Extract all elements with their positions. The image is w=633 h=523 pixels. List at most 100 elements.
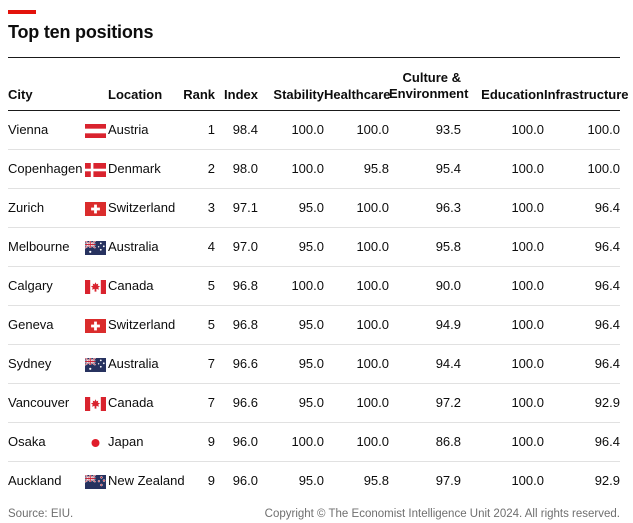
culture-environment-cell: 96.3: [389, 188, 461, 228]
city-cell: Vienna: [8, 110, 85, 150]
rank-cell: 9: [183, 422, 215, 462]
culture-environment-cell: 90.0: [389, 266, 461, 306]
healthcare-cell: 100.0: [324, 110, 389, 150]
rank-cell: 9: [207, 473, 215, 488]
index-cell: 98.0: [215, 149, 258, 189]
rank-cell: 7: [183, 344, 215, 384]
australia-flag-icon: [85, 358, 106, 372]
city-cell: Osaka: [8, 422, 85, 462]
location-cell: Canada: [108, 383, 183, 423]
switzerland-flag-icon: [85, 318, 106, 333]
city-cell: Zurich: [8, 188, 85, 228]
rank-cell: 1: [183, 110, 215, 150]
education-cell: 100.0: [461, 110, 544, 150]
culture-environment-cell: 93.5: [389, 110, 461, 150]
infrastructure-cell: 96.4: [544, 266, 620, 306]
page-title: Top ten positions: [8, 22, 154, 42]
culture-header-line1: Culture &: [402, 70, 462, 85]
infrastructure-cell: 92.9: [594, 473, 620, 488]
rank-cell: 5: [183, 266, 215, 306]
table-row: Melbourne Australia 4 97.0 95.0 100.0 95…: [8, 227, 620, 267]
table-row: Vancouver Canada 7 96.6 95.0 100.0 97.2 …: [8, 383, 620, 423]
healthcare-cell: 100.0: [324, 344, 389, 384]
education-cell: 100.0: [461, 383, 544, 423]
education-cell: 100.0: [511, 473, 544, 488]
japan-flag-icon: [85, 435, 106, 450]
infrastructure-cell: 96.4: [544, 227, 620, 267]
infrastructure-cell: 96.4: [544, 188, 620, 228]
liveability-table: City Location Rank Index Stability Healt…: [8, 58, 629, 500]
city-cell: Sydney: [8, 344, 85, 384]
location-cell: Japan: [108, 422, 183, 462]
denmark-flag-icon: [85, 162, 106, 177]
economist-red-kicker-bar: [8, 10, 36, 14]
city-cell: Melbourne: [8, 227, 85, 267]
column-header-education: Education: [461, 58, 544, 111]
education-cell: 100.0: [461, 266, 544, 306]
culture-environment-cell: 97.2: [389, 383, 461, 423]
stability-cell: 95.0: [258, 188, 324, 228]
culture-environment-cell: 94.9: [389, 305, 461, 345]
infrastructure-cell: 96.4: [544, 305, 620, 345]
index-cell: 97.0: [215, 227, 258, 267]
rank-cell: 5: [183, 305, 215, 345]
stability-cell: 95.0: [258, 227, 324, 267]
infrastructure-cell: 96.4: [544, 344, 620, 384]
education-cell: 100.0: [461, 344, 544, 384]
index-cell: 97.1: [215, 188, 258, 228]
table-row: Copenhagen Denmark 2 98.0 100.0 95.8 95.…: [8, 149, 620, 189]
australia-flag-icon: [85, 241, 106, 255]
new-zealand-flag-icon: [85, 475, 106, 489]
location-cell: Denmark: [108, 149, 183, 189]
healthcare-cell: 100.0: [324, 227, 389, 267]
location-cell: Austria: [108, 110, 183, 150]
healthcare-cell: 100.0: [324, 305, 389, 345]
healthcare-cell: 100.0: [324, 383, 389, 423]
chart-footer: Source: EIU. Copyright © The Economist I…: [8, 507, 620, 521]
healthcare-cell: 95.8: [324, 149, 389, 189]
city-cell: Geneva: [8, 305, 85, 345]
index-cell: 96.8: [215, 266, 258, 306]
education-cell: 100.0: [461, 305, 544, 345]
table-row: Calgary Canada 5 96.8 100.0 100.0 90.0 1…: [8, 266, 620, 306]
index-cell: 96.8: [215, 305, 258, 345]
table-header-row: City Location Rank Index Stability Healt…: [8, 58, 629, 111]
column-header-rank: Rank: [183, 58, 215, 111]
column-header-culture-environment: Culture & Environment: [389, 58, 469, 111]
education-cell: 100.0: [461, 149, 544, 189]
healthcare-cell: 100.0: [324, 422, 389, 462]
column-header-city: City: [8, 58, 85, 111]
culture-environment-cell: 95.4: [389, 149, 461, 189]
rank-cell: 7: [183, 383, 215, 423]
table-row: Zurich Switzerland 3 97.1 95.0 100.0 96.…: [8, 188, 620, 228]
education-cell: 100.0: [461, 188, 544, 228]
location-cell: Australia: [108, 227, 183, 267]
stability-cell: 100.0: [258, 266, 324, 306]
education-cell: 100.0: [461, 227, 544, 267]
city-cell: Calgary: [8, 266, 85, 306]
culture-header-line2: Environment: [389, 86, 469, 101]
culture-environment-cell: 95.8: [389, 227, 461, 267]
austria-flag-icon: [85, 123, 106, 138]
infrastructure-cell: 96.4: [544, 422, 620, 462]
location-cell: Switzerland: [108, 305, 183, 345]
copyright-note: Copyright © The Economist Intelligence U…: [264, 508, 620, 520]
column-header-index: Index: [215, 58, 258, 111]
table-row: Geneva Switzerland 5 96.8 95.0 100.0 94.…: [8, 305, 620, 345]
index-cell: 96.6: [215, 344, 258, 384]
culture-environment-cell: 86.8: [389, 422, 461, 462]
column-header-stability: Stability: [258, 58, 324, 111]
title-rule: [8, 57, 620, 58]
rank-cell: 2: [183, 149, 215, 189]
stability-cell: 95.0: [258, 383, 324, 423]
healthcare-cell: 100.0: [324, 266, 389, 306]
city-cell: Copenhagen: [8, 149, 85, 189]
index-cell: 96.0: [232, 473, 258, 488]
stability-cell: 100.0: [258, 149, 324, 189]
table-row: Sydney Australia 7 96.6 95.0 100.0 94.4 …: [8, 344, 620, 384]
rank-cell: 3: [183, 188, 215, 228]
stability-cell: 100.0: [258, 110, 324, 150]
table-row: Vienna Austria 1 98.4 100.0 100.0 93.5 1…: [8, 110, 620, 150]
rank-cell: 4: [183, 227, 215, 267]
